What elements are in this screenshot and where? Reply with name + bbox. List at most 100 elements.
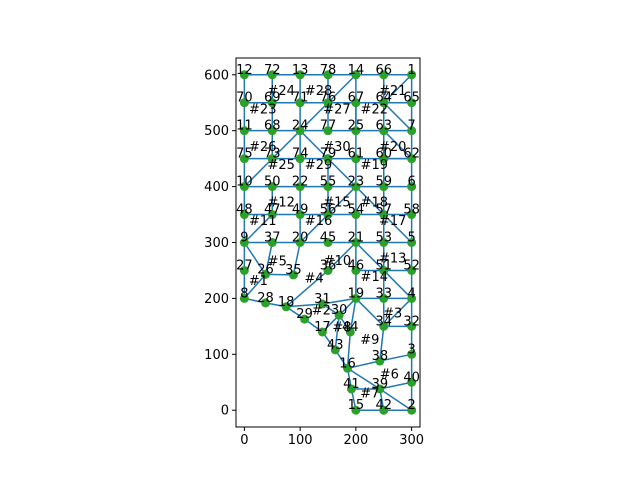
node-label: 38: [372, 349, 389, 364]
mesh-edge: [327, 186, 357, 216]
element-label: #27: [323, 102, 350, 117]
node-label: 29: [296, 307, 313, 322]
node-marker: [379, 154, 389, 164]
node-label: 3: [407, 342, 415, 357]
node-marker: [334, 310, 344, 320]
node-marker: [407, 405, 417, 415]
node-marker: [295, 154, 305, 164]
node-marker: [407, 126, 417, 136]
node-marker: [323, 70, 333, 80]
node-label: 11: [236, 119, 253, 134]
node-label: 70: [236, 91, 253, 106]
node-label: 68: [264, 119, 281, 134]
node-marker: [379, 265, 389, 275]
mesh-edge: [327, 158, 357, 188]
node-marker: [351, 126, 361, 136]
y-axis-ticks: 0 100 200 300 400 500 600: [204, 68, 236, 419]
node-marker: [343, 363, 353, 373]
node-label: 66: [375, 63, 392, 78]
mesh-edge: [299, 130, 329, 160]
node-label: 64: [375, 91, 392, 106]
node-label: 4: [407, 286, 415, 301]
node-marker: [295, 70, 305, 80]
element-label: #5: [268, 254, 287, 269]
mesh-edge: [243, 273, 267, 299]
mesh-edge: [286, 303, 323, 308]
node-label: 50: [264, 175, 281, 190]
node-label: 56: [320, 203, 337, 218]
node-marker: [379, 405, 389, 415]
element-label: #10: [324, 254, 351, 269]
mesh-edge: [243, 158, 273, 188]
node-label: 23: [348, 175, 365, 190]
node-label: 32: [403, 314, 420, 329]
node-label: 25: [348, 119, 365, 134]
mesh-edge: [299, 214, 329, 244]
element-label: #22: [361, 102, 388, 117]
x-tick-label: 100: [288, 433, 313, 448]
node-label: 54: [348, 203, 365, 218]
mesh-edge: [355, 297, 385, 327]
mesh-edge: [327, 241, 357, 271]
node-label: 61: [348, 147, 365, 162]
node-label: 12: [236, 63, 253, 78]
node-marker: [239, 238, 249, 247]
node-marker: [407, 238, 417, 247]
node-marker: [267, 182, 277, 192]
node-marker: [375, 384, 385, 394]
node-label: 7: [407, 119, 415, 134]
node-marker: [379, 182, 389, 192]
node-label: 33: [375, 286, 392, 301]
node-marker: [351, 182, 361, 192]
element-label: #15: [323, 196, 350, 211]
node-marker: [407, 154, 417, 164]
element-label: #25: [267, 158, 294, 173]
node-label: 19: [348, 286, 365, 301]
y-tick-label: 100: [204, 348, 229, 363]
node-marker: [323, 265, 333, 275]
node-marker: [407, 349, 417, 359]
x-axis-ticks: 0 100 200 300: [240, 427, 424, 448]
mesh-edge: [383, 102, 413, 132]
node-marker: [267, 238, 277, 247]
mesh-edge: [379, 353, 412, 362]
node-marker: [323, 238, 333, 247]
node-marker: [379, 98, 389, 108]
node-label: 57: [375, 203, 392, 218]
node-label: 8: [240, 286, 248, 301]
node-label: 62: [403, 147, 420, 162]
mesh-edge: [349, 298, 357, 333]
node-marker: [407, 293, 417, 303]
mesh-edge: [264, 242, 273, 275]
element-label: #13: [379, 252, 406, 267]
node-label: 58: [403, 203, 420, 218]
element-label: #4: [304, 272, 323, 287]
mesh-edge: [243, 214, 273, 244]
element-label: #9: [360, 333, 379, 348]
node-marker: [379, 70, 389, 80]
node-label: 44: [342, 320, 359, 335]
y-tick-label: 600: [204, 68, 229, 83]
node-marker: [379, 321, 389, 331]
node-marker: [261, 298, 271, 308]
node-label: 15: [348, 398, 365, 413]
mesh-edge: [379, 388, 413, 411]
node-label: 63: [375, 119, 392, 134]
node-marker: [351, 293, 361, 303]
node-label: 46: [348, 258, 365, 273]
node-marker: [351, 154, 361, 164]
node-label: 21: [348, 231, 365, 246]
mesh-edge: [299, 102, 329, 132]
node-marker: [379, 126, 389, 136]
node-marker: [330, 345, 340, 355]
node-label: 43: [327, 338, 344, 353]
mesh-edge: [355, 186, 385, 216]
node-label: 53: [375, 231, 392, 246]
element-label: #30: [323, 140, 350, 155]
node-label: 14: [348, 63, 365, 78]
node-marker: [295, 238, 305, 247]
node-label: 51: [375, 258, 392, 273]
mesh-edge: [383, 130, 413, 160]
node-label: 34: [375, 314, 392, 329]
